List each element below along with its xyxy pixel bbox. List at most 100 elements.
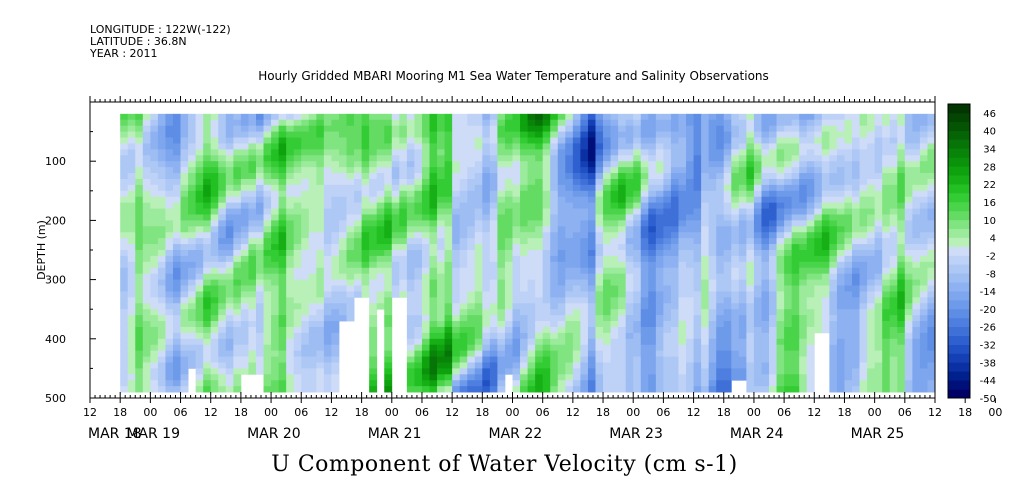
heatmap-cell bbox=[897, 386, 906, 393]
heatmap-cell bbox=[640, 350, 649, 357]
heatmap-cell bbox=[927, 113, 936, 121]
heatmap-cell bbox=[769, 362, 777, 369]
heatmap-cell bbox=[520, 321, 528, 328]
heatmap-cell bbox=[580, 285, 589, 292]
heatmap-cell bbox=[738, 368, 747, 375]
heatmap-cell bbox=[459, 113, 468, 121]
heatmap-cell bbox=[806, 232, 815, 239]
heatmap-cell bbox=[527, 178, 536, 186]
heatmap-cell bbox=[618, 113, 627, 121]
heatmap-cell bbox=[723, 113, 732, 121]
heatmap-cell bbox=[874, 125, 883, 132]
heatmap-cell bbox=[444, 238, 453, 245]
heatmap-cell bbox=[882, 125, 891, 132]
heatmap-cell bbox=[157, 238, 166, 245]
heatmap-cell bbox=[384, 244, 393, 251]
heatmap-cell bbox=[127, 125, 136, 132]
heatmap-cell bbox=[655, 113, 664, 121]
heatmap-cell bbox=[648, 285, 657, 292]
heatmap-cell bbox=[821, 326, 830, 334]
heatmap-cell bbox=[248, 255, 257, 263]
heatmap-cell bbox=[429, 380, 438, 387]
heatmap-cell bbox=[640, 368, 649, 375]
heatmap-cell bbox=[240, 356, 249, 363]
heatmap-cell bbox=[203, 184, 212, 192]
heatmap-cell bbox=[301, 226, 310, 233]
heatmap-cell bbox=[844, 196, 853, 204]
heatmap-cell bbox=[180, 344, 189, 352]
heatmap-cell bbox=[293, 208, 302, 215]
heatmap-cell bbox=[301, 326, 310, 334]
heatmap-cell bbox=[331, 279, 340, 286]
heatmap-cell bbox=[218, 220, 227, 227]
heatmap-cell bbox=[572, 344, 581, 352]
heatmap-cell bbox=[859, 321, 868, 328]
heatmap-cell bbox=[233, 350, 242, 357]
heatmap-cell bbox=[836, 238, 845, 245]
heatmap-cell bbox=[331, 220, 340, 227]
heatmap-cell bbox=[301, 344, 310, 352]
heatmap-cell bbox=[323, 326, 332, 334]
heatmap-cell bbox=[874, 161, 883, 168]
heatmap-cell bbox=[331, 261, 340, 269]
heatmap-cell bbox=[867, 167, 876, 174]
heatmap-cell bbox=[836, 137, 845, 144]
heatmap-cell bbox=[904, 178, 913, 186]
heatmap-cell bbox=[233, 315, 242, 322]
heatmap-cell bbox=[165, 155, 174, 162]
heatmap-cell bbox=[482, 309, 491, 316]
heatmap-cell bbox=[391, 155, 400, 162]
heatmap-cell bbox=[520, 350, 528, 357]
heatmap-cell bbox=[233, 173, 242, 180]
heatmap-cell bbox=[663, 226, 672, 233]
heatmap-cell bbox=[240, 326, 249, 334]
heatmap-cell bbox=[293, 326, 302, 334]
heatmap-cell bbox=[791, 368, 800, 375]
heatmap-cell bbox=[512, 178, 521, 186]
heatmap-cell bbox=[889, 232, 898, 239]
heatmap-cell bbox=[678, 338, 687, 346]
heatmap-cell bbox=[157, 220, 166, 227]
heatmap-cell bbox=[406, 368, 415, 375]
heatmap-cell bbox=[437, 214, 445, 221]
heatmap-cell bbox=[406, 380, 415, 387]
heatmap-cell bbox=[919, 220, 928, 227]
heatmap-cell bbox=[271, 368, 280, 375]
heatmap-cell bbox=[142, 285, 151, 292]
heatmap-cell bbox=[406, 326, 415, 334]
heatmap-cell bbox=[459, 350, 468, 357]
heatmap-cell bbox=[806, 250, 815, 257]
heatmap-cell bbox=[437, 196, 445, 204]
heatmap-cell bbox=[919, 380, 928, 387]
heatmap-cell bbox=[127, 303, 136, 310]
heatmap-cell bbox=[610, 155, 619, 162]
heatmap-cell bbox=[414, 380, 423, 387]
heatmap-cell bbox=[127, 309, 136, 316]
heatmap-cell bbox=[595, 161, 604, 168]
heatmap-cell bbox=[557, 173, 566, 180]
heatmap-cell bbox=[874, 119, 883, 127]
heatmap-cell bbox=[821, 297, 830, 304]
heatmap-cell bbox=[210, 131, 219, 138]
heatmap-cell bbox=[369, 232, 378, 239]
heatmap-cell bbox=[867, 309, 876, 316]
heatmap-cell bbox=[301, 250, 310, 257]
heatmap-cell bbox=[195, 386, 204, 393]
heatmap-cell bbox=[203, 386, 212, 393]
heatmap-cell bbox=[618, 137, 627, 144]
heatmap-cell bbox=[844, 356, 853, 363]
heatmap-cell bbox=[701, 155, 710, 162]
heatmap-cell bbox=[444, 143, 453, 150]
heatmap-cell bbox=[693, 291, 702, 298]
heatmap-cell bbox=[240, 261, 249, 269]
heatmap-cell bbox=[852, 285, 860, 292]
heatmap-cell bbox=[452, 119, 461, 127]
heatmap-cell bbox=[618, 332, 627, 340]
heatmap-cell bbox=[157, 297, 166, 304]
heatmap-cell bbox=[852, 149, 860, 156]
heatmap-cell bbox=[580, 250, 589, 257]
heatmap-cell bbox=[670, 362, 679, 369]
heatmap-cell bbox=[346, 232, 355, 239]
heatmap-cell bbox=[882, 374, 891, 381]
heatmap-cell bbox=[799, 190, 808, 198]
